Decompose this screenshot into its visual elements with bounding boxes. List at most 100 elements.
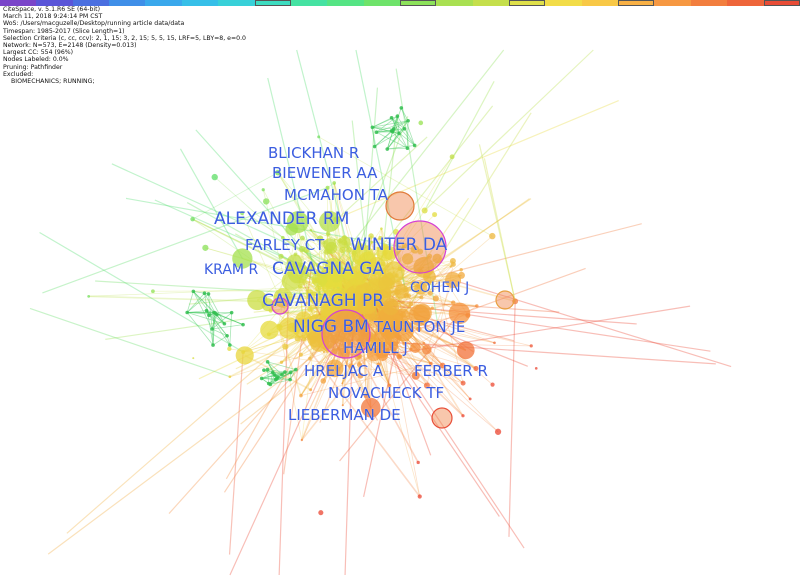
network-node[interactable] [322,240,326,245]
network-node[interactable] [417,248,424,255]
network-node[interactable] [427,290,433,296]
network-node[interactable] [359,287,366,294]
network-node[interactable] [490,382,495,387]
network-node[interactable] [320,378,327,384]
network-node[interactable] [373,327,393,347]
author-label[interactable]: NIGG BM [293,317,369,338]
network-node[interactable] [416,460,420,465]
network-node[interactable] [341,382,344,385]
network-node[interactable] [449,154,455,160]
network-node[interactable] [457,271,465,279]
network-node[interactable] [389,316,392,319]
network-node[interactable] [328,326,334,332]
network-node[interactable] [378,235,383,240]
network-node[interactable] [325,231,331,236]
network-node[interactable] [343,271,350,278]
network-node[interactable] [357,293,378,315]
network-node[interactable] [151,289,155,294]
network-node[interactable] [367,257,386,276]
network-node[interactable] [459,268,463,272]
network-node[interactable] [439,362,446,369]
network-node[interactable] [279,360,284,364]
network-node[interactable] [333,322,337,326]
network-node[interactable] [449,257,456,264]
network-node[interactable] [286,211,309,234]
network-node[interactable] [311,279,317,285]
network-node[interactable] [282,343,289,350]
network-node[interactable] [349,278,356,285]
network-node[interactable] [260,320,279,340]
network-node[interactable] [211,173,218,181]
network-node[interactable] [494,428,502,435]
network-node[interactable] [339,320,343,324]
network-node[interactable] [368,233,374,239]
network-node[interactable] [303,246,310,254]
network-node[interactable] [227,346,232,351]
network-node[interactable] [343,317,349,323]
network-node[interactable] [281,271,301,291]
network-node[interactable] [318,327,321,330]
network-node[interactable] [343,288,347,291]
network-node[interactable] [317,135,321,139]
network-node[interactable] [322,350,326,354]
network-node[interactable] [312,291,317,297]
network-node[interactable] [319,210,341,232]
network-node[interactable] [349,295,356,302]
network-node[interactable] [468,397,472,401]
network-node[interactable] [432,253,442,264]
network-node[interactable] [309,228,313,232]
network-node[interactable] [383,246,397,260]
network-node[interactable] [311,266,315,270]
network-node[interactable] [273,288,294,308]
network-node[interactable] [421,207,428,214]
network-node[interactable] [318,510,324,516]
network-node[interactable] [419,295,424,300]
network-node[interactable] [422,341,426,345]
network-node[interactable] [376,362,381,367]
network-node[interactable] [303,330,306,334]
network-node[interactable] [401,253,414,265]
network-node[interactable] [353,248,357,253]
network-node[interactable] [423,270,436,284]
network-node[interactable] [327,332,331,337]
network-node[interactable] [430,306,434,310]
network-node[interactable] [357,372,364,379]
network-node[interactable] [337,347,350,359]
network-node[interactable] [418,120,424,126]
network-node[interactable] [411,371,420,380]
network-node[interactable] [262,198,270,205]
network-node[interactable] [305,289,314,298]
network-node[interactable] [307,306,314,312]
network-node[interactable] [423,382,430,389]
network-node[interactable] [348,363,354,369]
network-node[interactable] [387,272,394,279]
author-label[interactable]: FERBER R [414,362,489,381]
network-node[interactable] [240,211,245,216]
author-label[interactable]: NOVACHECK TF [328,384,445,403]
network-node[interactable] [377,322,383,329]
network-node[interactable] [329,269,343,283]
author-label[interactable]: COHEN J [410,280,470,297]
author-label[interactable]: WINTER DA [350,235,448,256]
author-label[interactable]: LIEBERMAN DE [288,406,401,425]
network-node[interactable] [403,292,410,299]
network-node[interactable] [328,319,333,324]
network-node[interactable] [340,314,345,319]
network-node[interactable] [402,341,406,346]
network-node[interactable] [408,301,414,307]
hub-node[interactable] [321,309,371,359]
hub-node[interactable] [271,297,289,315]
network-node[interactable] [451,300,456,305]
network-node[interactable] [378,276,393,291]
network-node[interactable] [456,341,475,360]
network-node[interactable] [332,348,338,354]
network-node[interactable] [325,359,344,378]
network-node[interactable] [390,346,396,352]
network-node[interactable] [426,280,432,286]
network-node[interactable] [268,308,273,313]
network-node[interactable] [324,318,330,324]
network-node[interactable] [366,347,381,362]
network-node[interactable] [353,284,357,289]
network-node[interactable] [429,361,433,366]
network-node[interactable] [534,367,538,370]
